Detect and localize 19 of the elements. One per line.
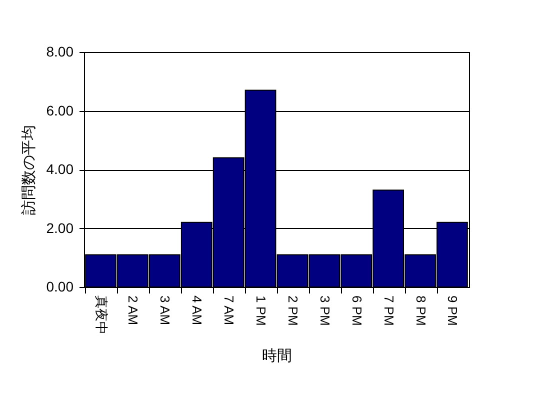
x-tick-label: 6 PM [349,296,364,326]
x-tick-label: 2 PM [285,296,300,326]
x-tick-label: 真夜中 [94,296,109,334]
x-tick-label: 3 AM [158,296,173,326]
y-axis-title: 訪問数の平均 [20,125,38,215]
x-axis-title: 時間 [262,348,292,364]
y-tick-label: 4.00 [46,161,74,177]
y-tick-label: 0.00 [46,278,74,294]
y-tick-label: 6.00 [46,102,74,118]
x-tick-label: 7 PM [381,296,396,326]
x-tick-label: 8 PM [413,296,428,326]
x-tick-label: 2 AM [126,296,141,326]
x-tick-label: 7 AM [222,296,237,326]
y-tick-label: 8.00 [46,44,74,60]
x-tick-label: 9 PM [445,296,460,326]
x-tick-label: 4 AM [190,296,205,326]
y-tick-label: 2.00 [46,220,74,236]
x-tick-label: 3 PM [317,296,332,326]
x-tick-label: 1 PM [254,296,269,326]
